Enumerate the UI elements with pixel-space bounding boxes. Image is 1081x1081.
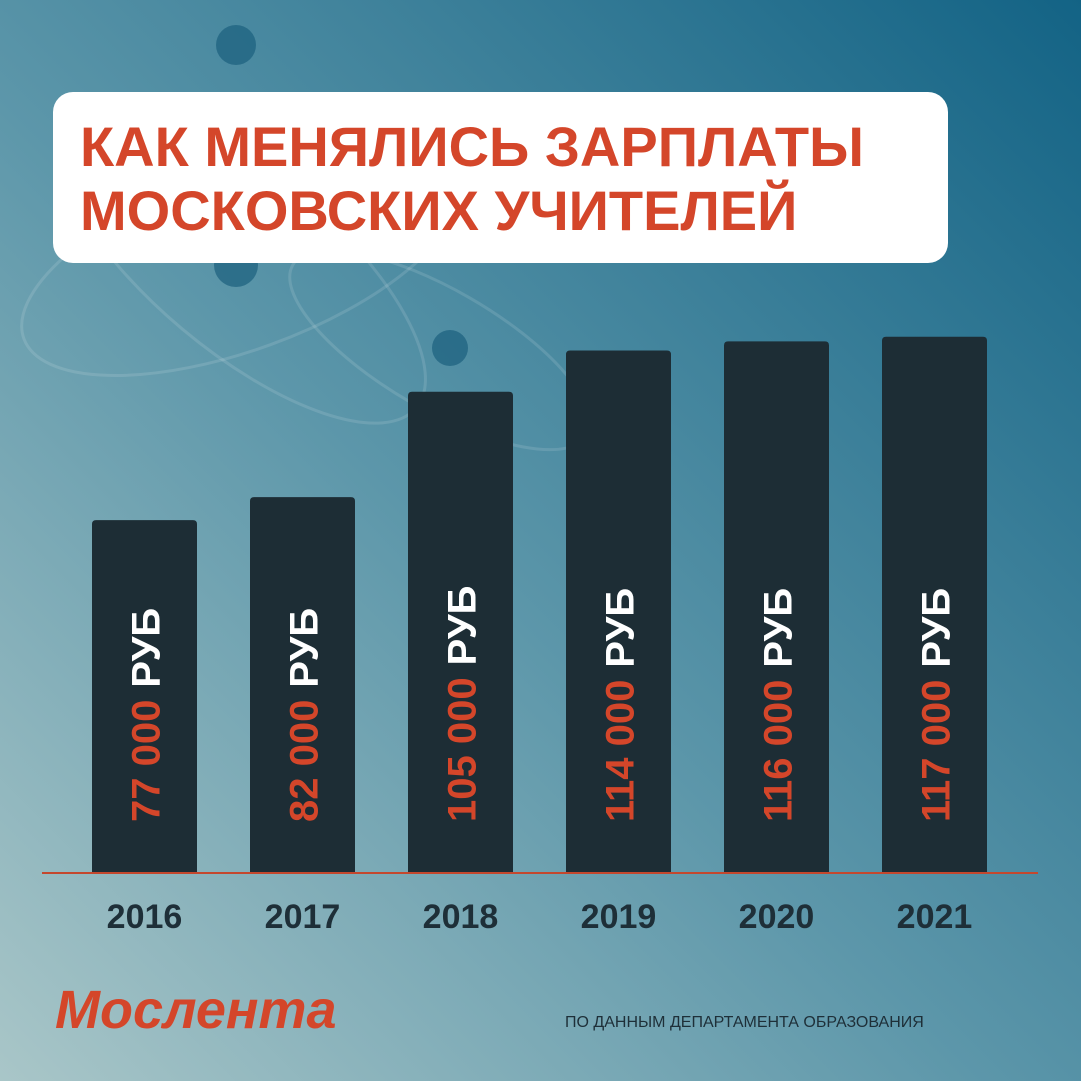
- value-label-unit: РУБ: [915, 588, 959, 668]
- value-label-number: 117 000: [915, 680, 959, 822]
- bar: [250, 497, 355, 873]
- logo: Мослента: [55, 980, 337, 1040]
- value-label-number: 116 000: [757, 680, 801, 822]
- chart-title: МОСКОВСКИХ УЧИТЕЛЕЙ: [80, 179, 797, 242]
- value-label-unit: РУБ: [599, 588, 643, 668]
- x-tick-label: 2016: [107, 898, 183, 936]
- title-box: [53, 92, 948, 263]
- value-label: 82 000 РУБ: [283, 608, 327, 822]
- value-label-number: 114 000: [599, 680, 643, 822]
- x-tick-label: 2020: [739, 898, 815, 936]
- value-label-number: 82 000: [283, 700, 327, 822]
- bar: [566, 350, 671, 873]
- value-label-number: 77 000: [125, 700, 169, 822]
- x-tick-label: 2021: [897, 898, 973, 936]
- value-label: 114 000 РУБ: [599, 588, 643, 822]
- value-label-unit: РУБ: [125, 608, 169, 688]
- x-tick-label: 2017: [265, 898, 341, 936]
- value-label-number: 105 000: [441, 677, 485, 822]
- decoration: [216, 25, 256, 65]
- decoration: [432, 330, 468, 366]
- value-label-unit: РУБ: [757, 588, 801, 668]
- value-label: 116 000 РУБ: [757, 588, 801, 822]
- source: ПО ДАННЫМ ДЕПАРТАМЕНТА ОБРАЗОВАНИЯ: [565, 1014, 924, 1031]
- bar: [408, 391, 513, 873]
- value-label: 105 000 РУБ: [441, 586, 485, 822]
- bar: [882, 336, 987, 873]
- x-tick-label: 2019: [581, 898, 657, 936]
- value-label-unit: РУБ: [283, 608, 327, 688]
- x-tick-label: 2018: [423, 898, 499, 936]
- bar: [92, 520, 197, 873]
- value-label: 117 000 РУБ: [915, 588, 959, 822]
- bar: [724, 341, 829, 873]
- value-label-unit: РУБ: [441, 586, 485, 666]
- value-label: 77 000 РУБ: [125, 608, 169, 822]
- chart-title: КАК МЕНЯЛИСЬ ЗАРПЛАТЫ: [80, 115, 864, 178]
